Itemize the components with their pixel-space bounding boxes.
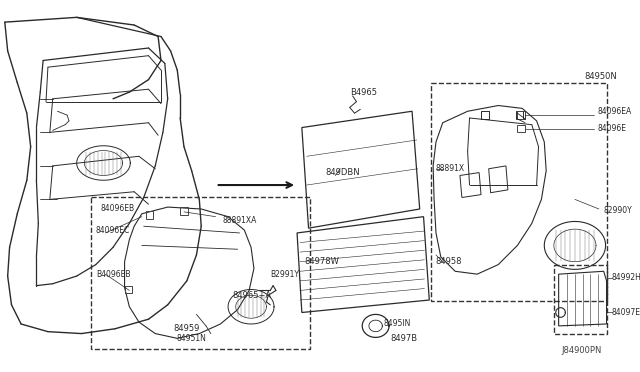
Text: 8495lN: 8495lN [384,320,412,328]
Text: 849DBN: 849DBN [326,168,360,177]
Text: 84965+A: 84965+A [232,291,271,300]
Text: 8497B: 8497B [391,334,418,343]
Text: 84096EB: 84096EB [100,205,135,214]
Bar [431,83,607,301]
Text: 84959: 84959 [173,324,200,333]
Text: 88891X: 88891X [435,164,464,173]
Text: 84992H: 84992H [611,273,640,282]
Text: B4965: B4965 [349,87,377,97]
Text: 84951N: 84951N [177,334,207,343]
Text: 88891XA: 88891XA [222,216,257,225]
Text: 82990Y: 82990Y [604,206,632,215]
Text: 84096EA: 84096EA [598,107,632,116]
Text: 84950N: 84950N [584,72,617,81]
Text: B2991Y: B2991Y [270,270,300,279]
Bar [554,264,607,334]
Text: 84096E: 84096E [598,124,627,133]
Bar [91,198,310,349]
Text: 84978W: 84978W [305,257,340,266]
Text: 84097E: 84097E [611,308,640,317]
Text: 84096EC: 84096EC [96,225,130,235]
Text: 84958: 84958 [435,257,461,266]
Text: B4096EB: B4096EB [96,270,131,279]
Text: J84900PN: J84900PN [561,346,602,355]
